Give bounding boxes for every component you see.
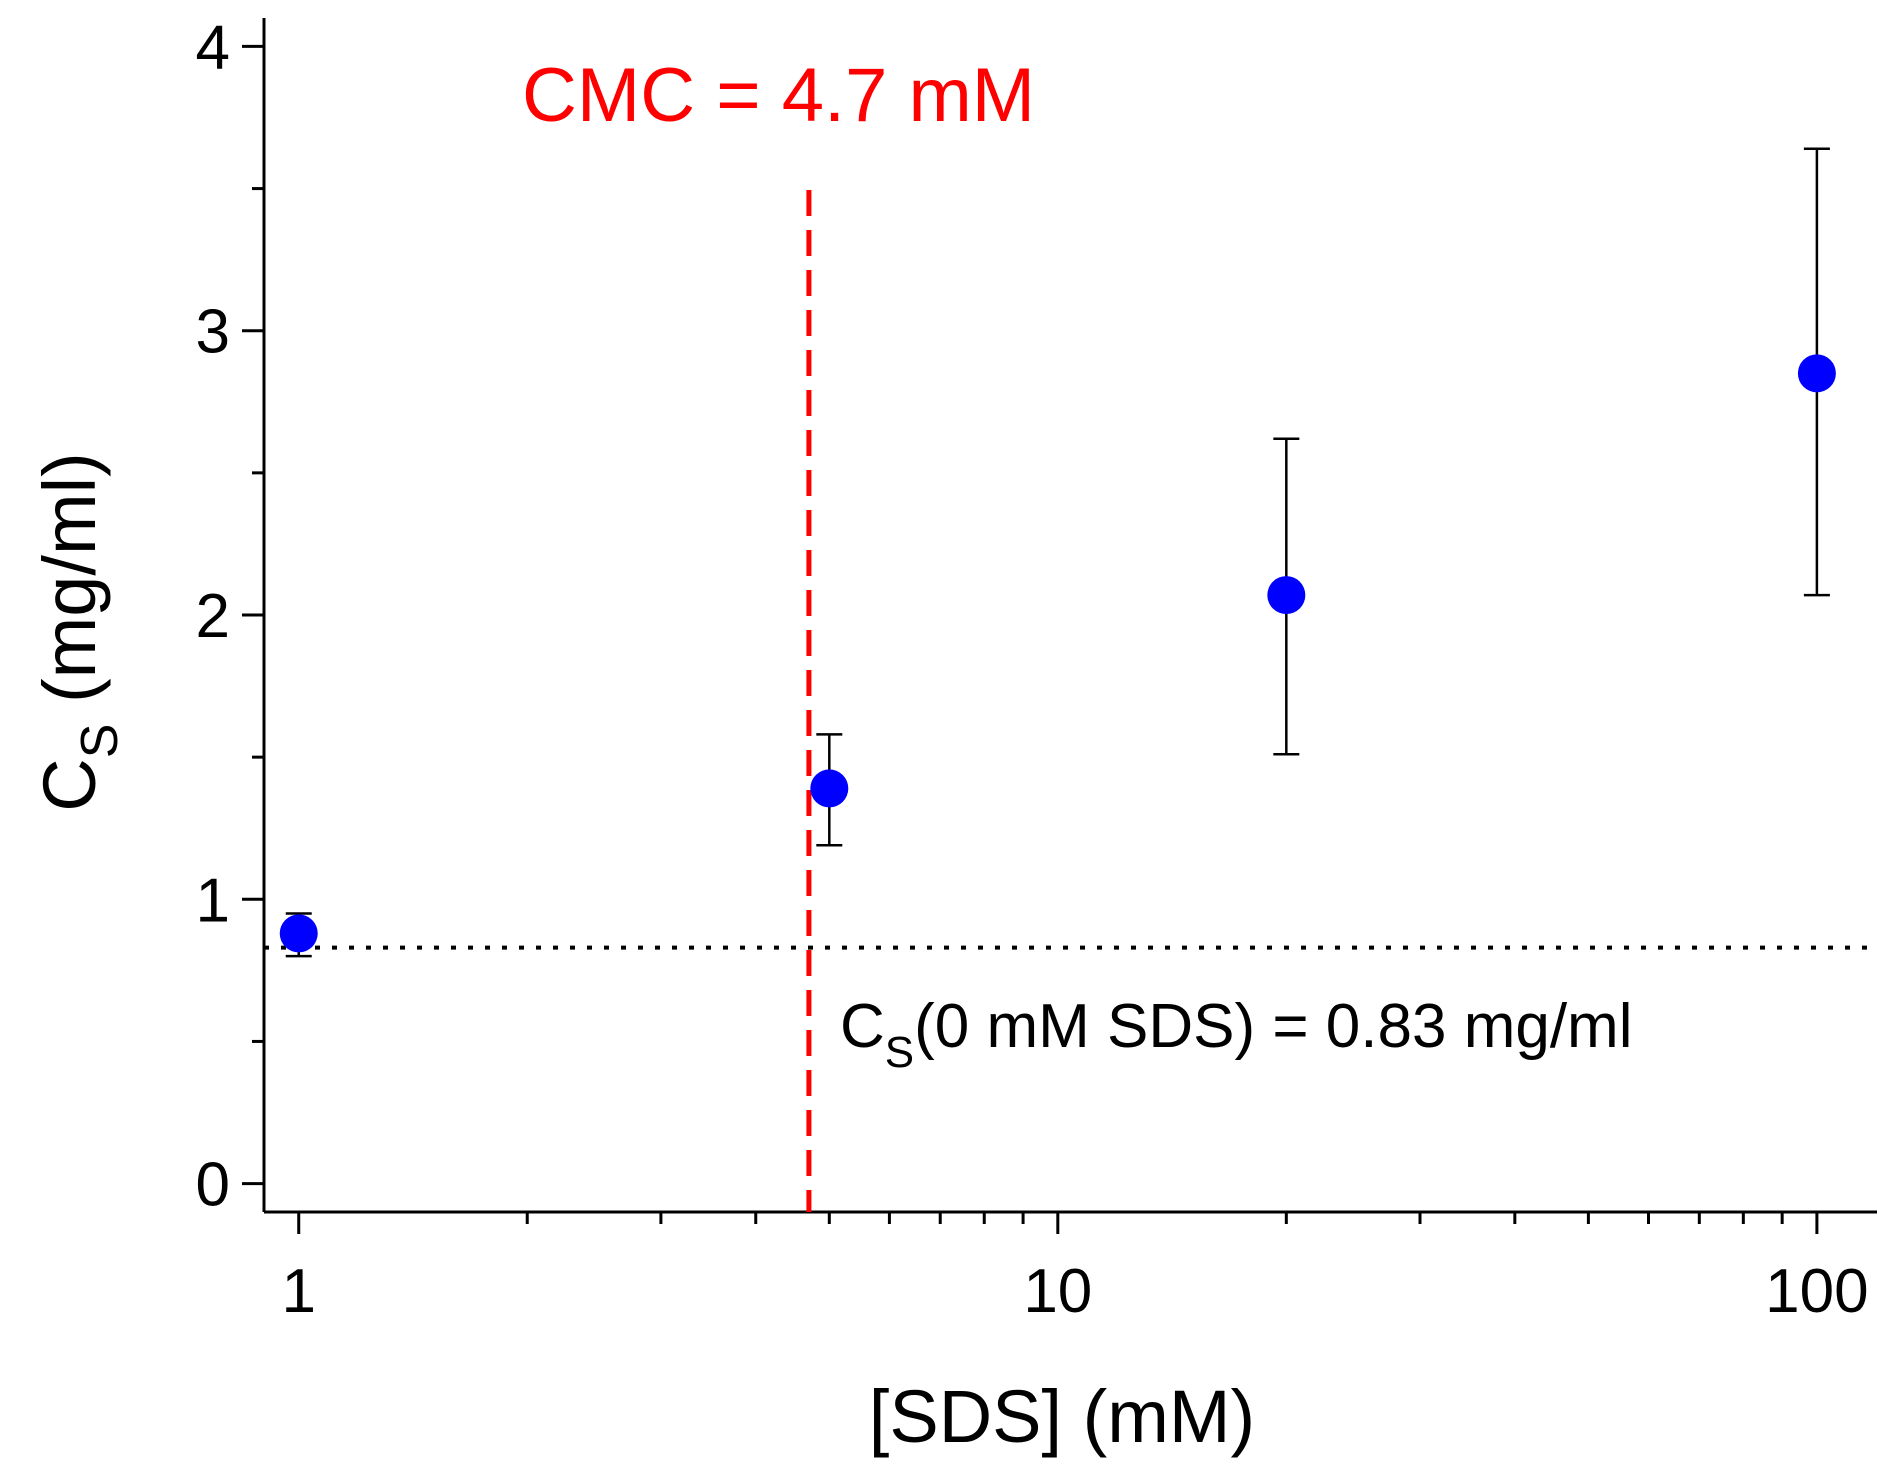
x-tick-label: 10	[1023, 1257, 1092, 1326]
y-axis-title: CS (mg/ml)	[28, 452, 129, 811]
baseline-annotation: CS(0 mM SDS) = 0.83 mg/ml	[840, 992, 1632, 1077]
data-point	[1267, 576, 1306, 615]
data-marks	[279, 147, 1836, 958]
x-axis-title: [SDS] (mM)	[869, 1375, 1255, 1458]
y-tick-label: 0	[196, 1151, 230, 1220]
y-tick-label: 2	[196, 582, 230, 651]
data-point	[810, 769, 849, 808]
y-tick-label: 1	[196, 866, 230, 935]
data-point	[1797, 354, 1836, 393]
reference-lines	[264, 190, 1877, 1212]
data-point	[279, 914, 318, 953]
y-axis-title-main: C	[28, 758, 111, 811]
y-tick-label: 3	[196, 298, 230, 367]
y-tick-label: 4	[196, 13, 230, 82]
baseline-annotation-rest: (0 mM SDS) = 0.83 mg/ml	[914, 992, 1632, 1061]
x-tick-label: 1	[281, 1257, 315, 1326]
baseline-annotation-sub: S	[885, 1028, 914, 1077]
x-tick-label: 100	[1765, 1257, 1868, 1326]
y-axis-title-rest: (mg/ml)	[28, 452, 111, 723]
y-axis-title-sub: S	[71, 724, 129, 759]
cmc-annotation: CMC = 4.7 mM	[522, 53, 1035, 138]
baseline-annotation-main: C	[840, 992, 885, 1061]
